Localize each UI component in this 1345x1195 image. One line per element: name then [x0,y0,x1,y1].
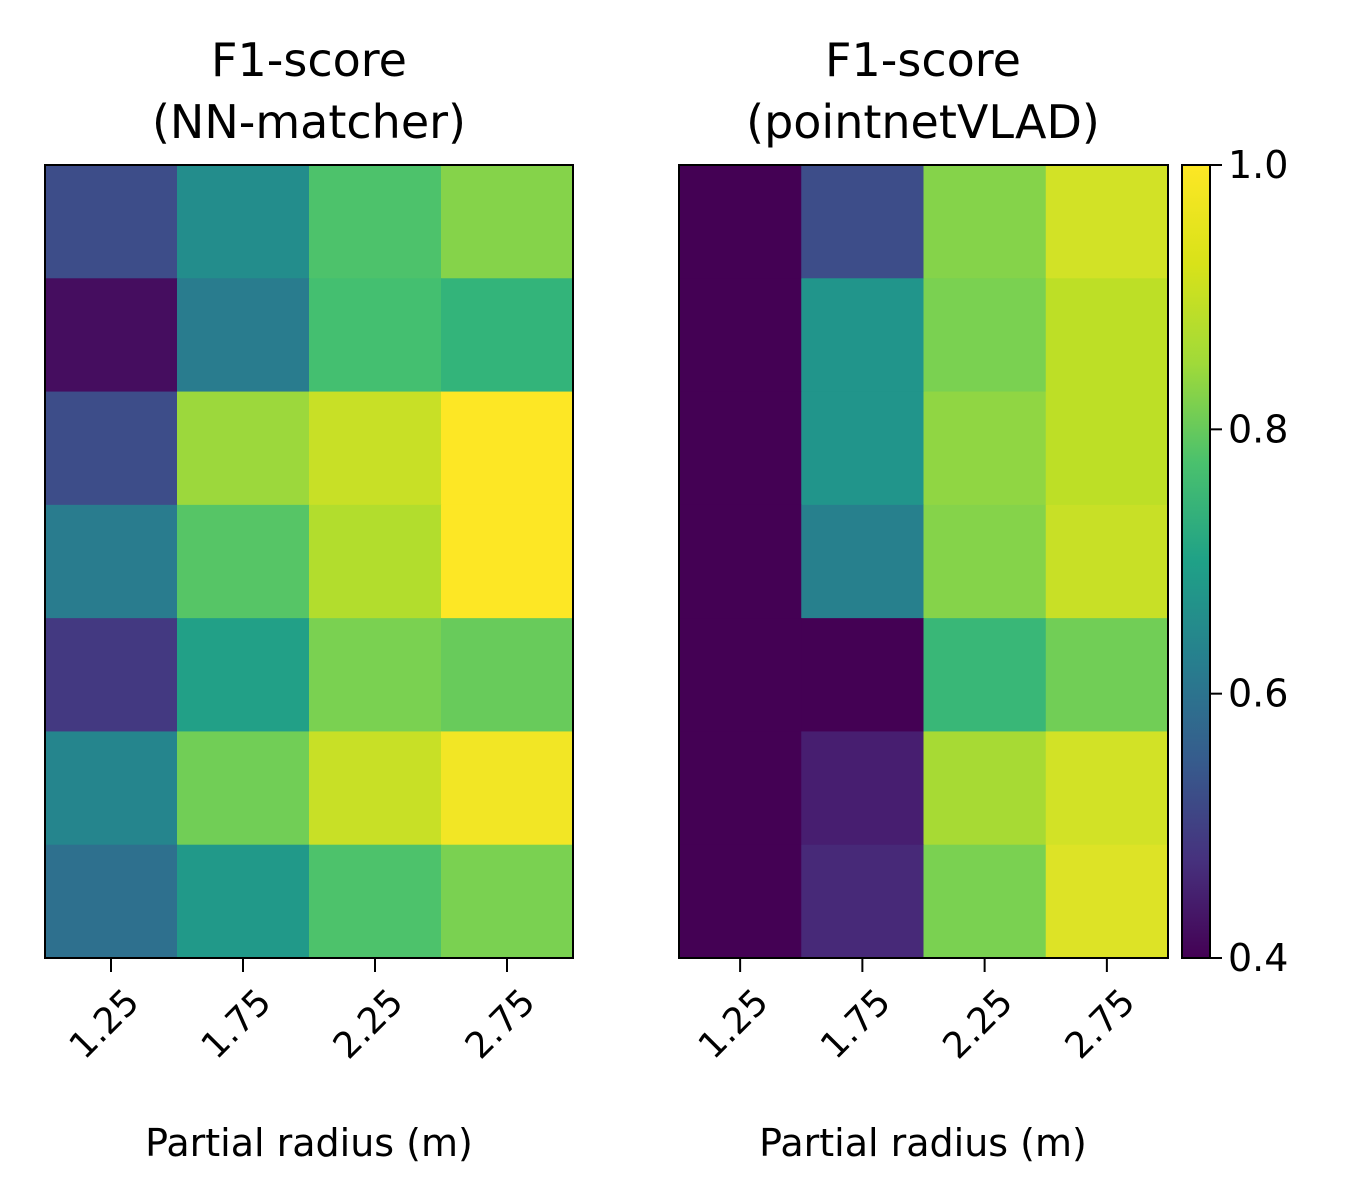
heatmap-cell [679,504,802,619]
heatmap-cell [801,504,925,619]
heatmap-cell [1045,844,1169,959]
heatmap-panel-nn-matcher: F1-score (NN-matcher) 1.25 1.75 2.25 2.75 P… [44,33,574,1165]
heatmap-cell [1045,618,1169,733]
colorbar-ticks: 0.4 0.6 0.8 1.0 [1210,143,1288,980]
heatmap-cell [309,731,442,846]
heatmap-cell [679,731,802,846]
heatmap-cell [309,165,442,279]
chart-title-line-1: F1-score [211,33,407,87]
x-axis-label: Partial radius (m) [145,1121,473,1165]
heatmap-cell [801,165,925,279]
heatmap-cell [177,504,310,619]
heatmap-cell [441,391,574,506]
heatmap-cell [309,504,442,619]
heatmap-cell [177,278,310,393]
colorbar: 0.4 0.6 0.8 1.0 [1181,143,1288,980]
heatmap-cells [45,165,574,959]
heatmap-cell [1045,504,1169,619]
heatmap-cell [441,844,574,959]
heatmap-cell [679,844,802,959]
colorbar-tick-label: 1.0 [1228,143,1288,187]
heatmap-cell [45,165,178,279]
heatmap-cell [923,165,1047,279]
heatmap-cell [45,844,178,959]
heatmap-cell [45,504,178,619]
heatmap-cell [923,618,1047,733]
heatmap-cell [923,391,1047,506]
heatmap-cells [679,165,1169,959]
x-axis-label: Partial radius (m) [759,1121,1087,1165]
heatmap-cell [801,618,925,733]
heatmap-cell [45,731,178,846]
heatmap-cell [923,844,1047,959]
heatmap-cell [177,165,310,279]
heatmap-cell [441,165,574,279]
heatmap-cell [923,278,1047,393]
heatmap-cell [679,165,802,279]
heatmap-cell [309,844,442,959]
heatmap-cell [679,278,802,393]
chart-title-line-1: F1-score [825,33,1021,87]
heatmap-cell [923,731,1047,846]
heatmap-cell [45,618,178,733]
heatmap-cell [801,391,925,506]
heatmap-cell [1045,278,1169,393]
heatmap-cell [309,391,442,506]
plot-frame [44,164,574,959]
chart-title-line-2: (pointnetVLAD) [746,95,1100,149]
heatmap-cell [177,844,310,959]
heatmap-cell [441,618,574,733]
heatmap-cell [679,391,802,506]
heatmap-cell [1045,731,1169,846]
heatmap-cell [309,278,442,393]
heatmap-cell [801,731,925,846]
heatmap-cell [801,278,925,393]
colorbar-tick-label: 0.8 [1228,407,1288,451]
colorbar-tick-label: 0.4 [1228,936,1288,980]
heatmap-cell [801,844,925,959]
heatmap-cell [1045,165,1169,279]
heatmap-cell [1045,391,1169,506]
heatmap-cell [441,278,574,393]
heatmap-cell [177,731,310,846]
heatmap-cell [177,391,310,506]
chart-title-line-2: (NN-matcher) [152,95,466,149]
heatmap-cell [309,618,442,733]
colorbar-tick-label: 0.6 [1228,672,1288,716]
heatmap-cell [679,618,802,733]
colorbar-gradient [1181,164,1211,959]
heatmap-cell [45,278,178,393]
heatmap-cell [441,504,574,619]
heatmap-cell [177,618,310,733]
heatmap-cell [923,504,1047,619]
plot-frame [678,164,1169,959]
heatmap-cell [441,731,574,846]
heatmap-cell [45,391,178,506]
